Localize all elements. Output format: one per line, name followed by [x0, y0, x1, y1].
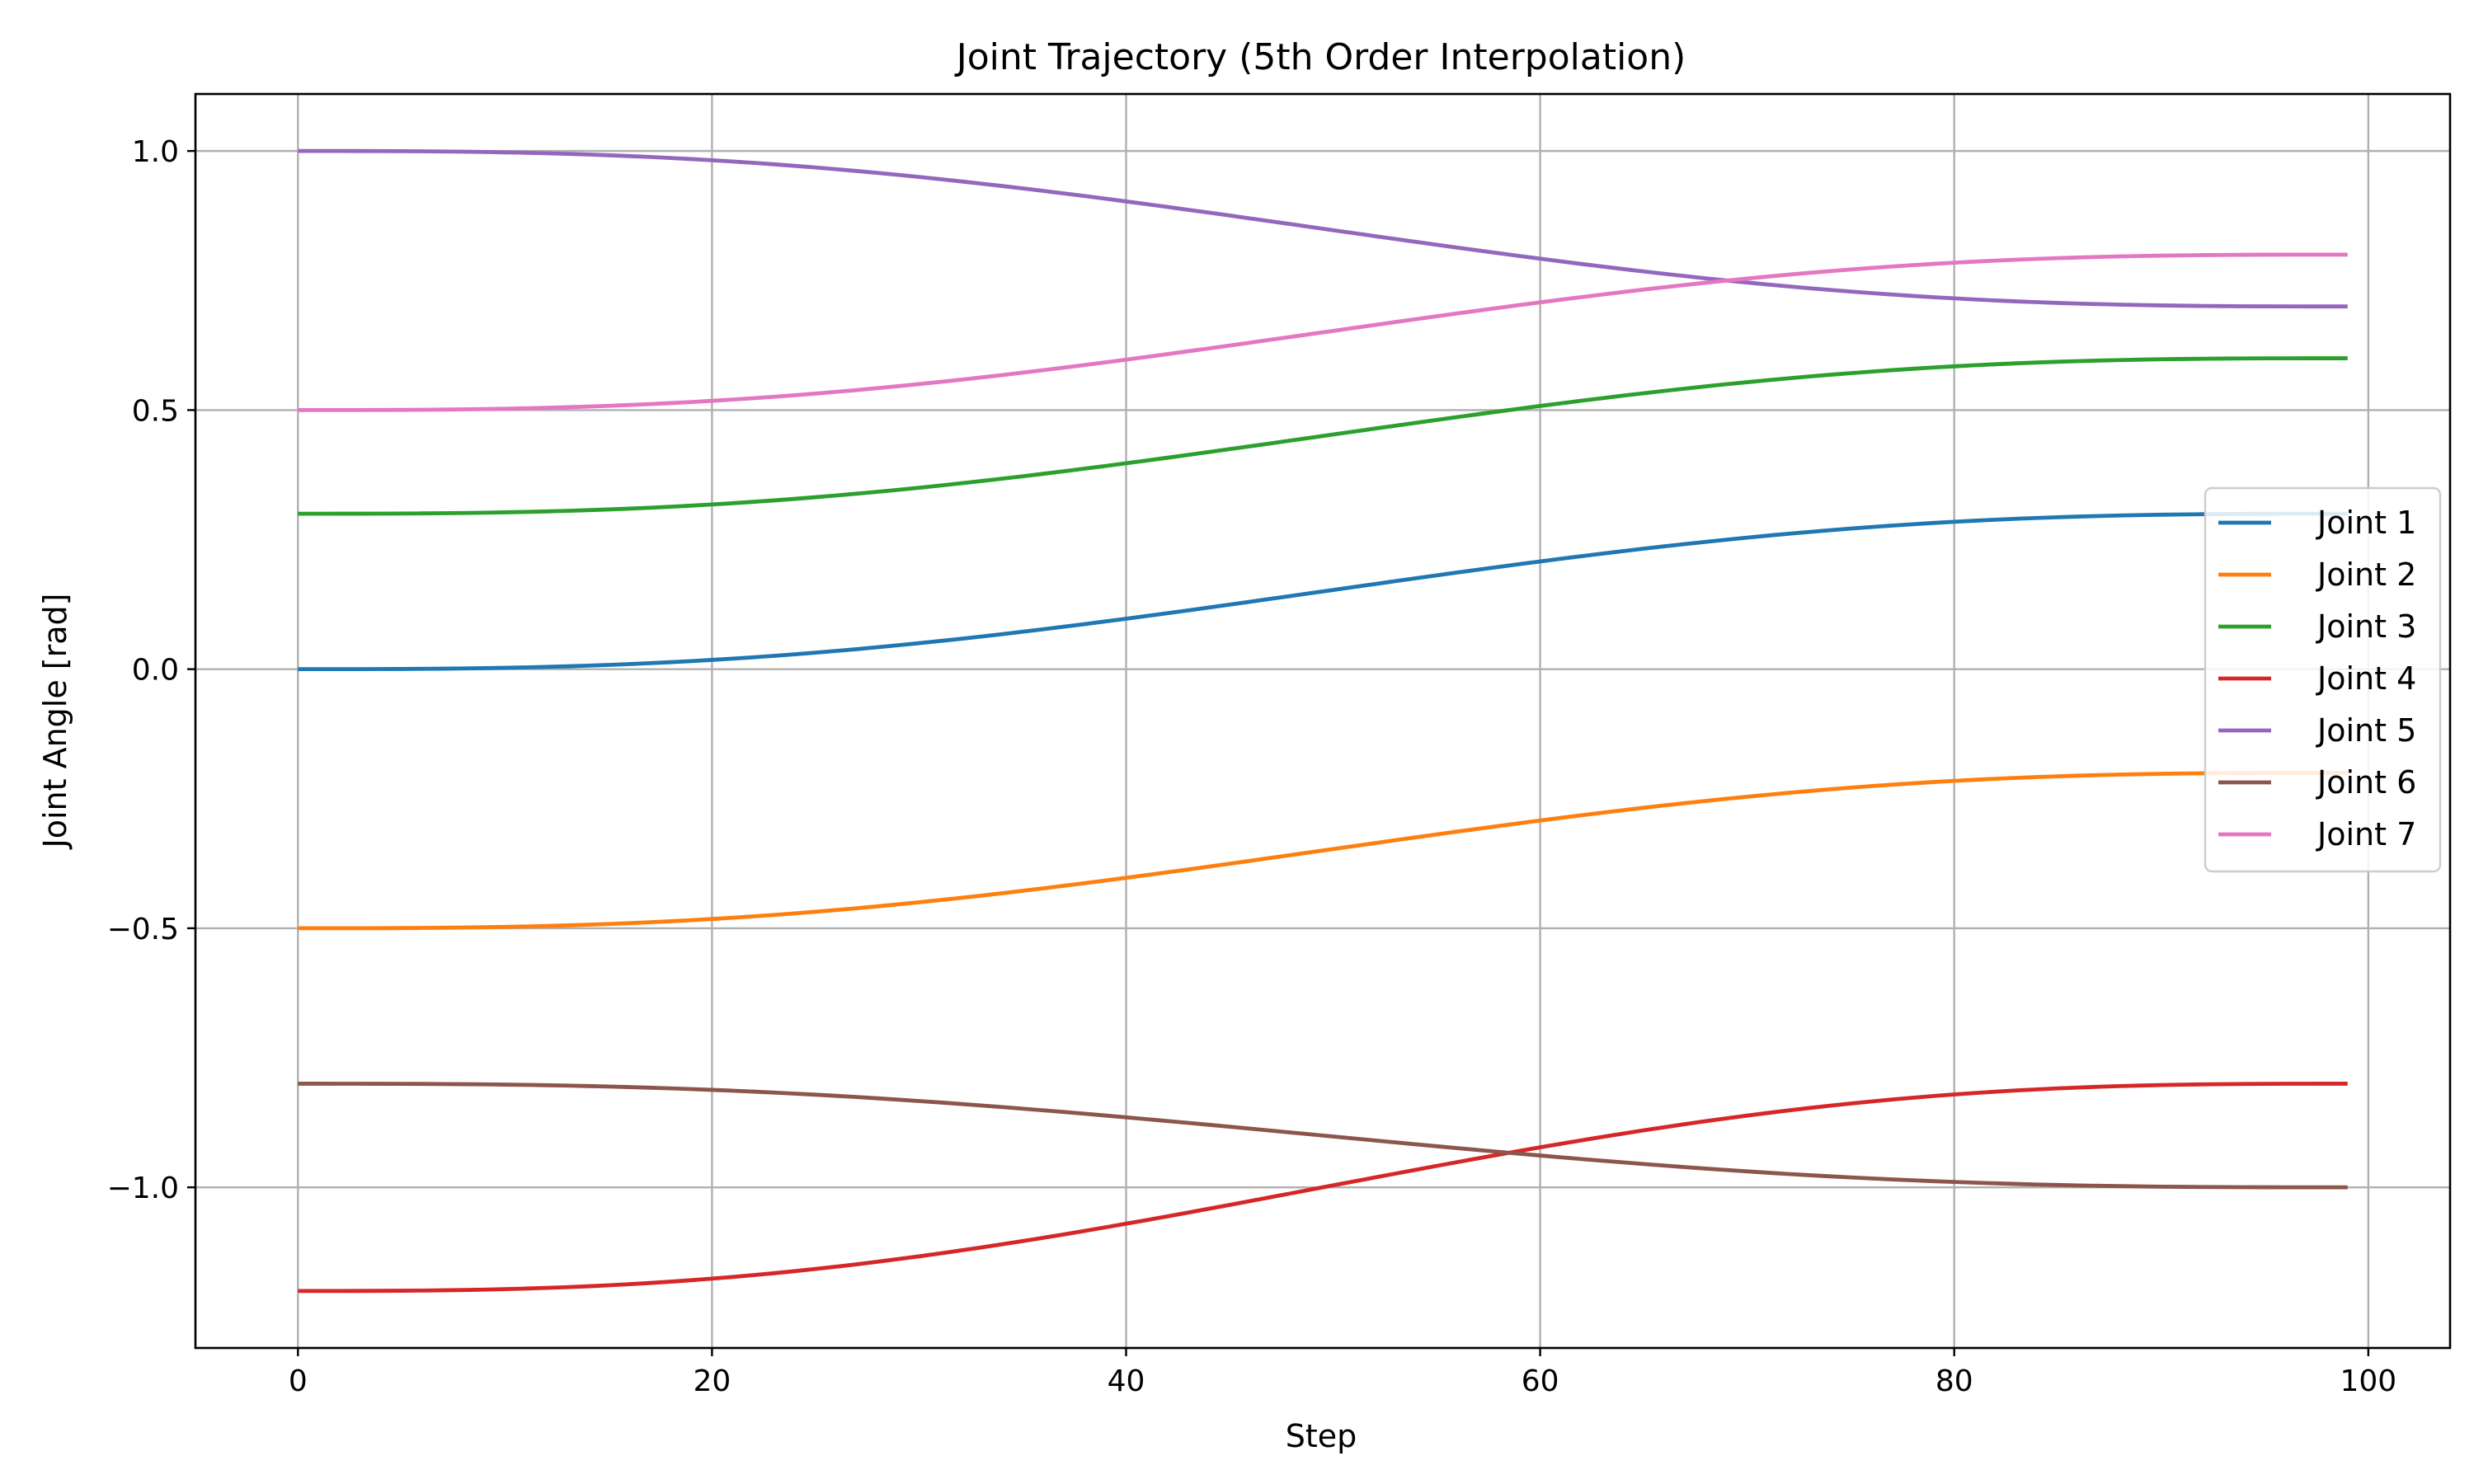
legend-label: Joint 5 — [2316, 712, 2416, 749]
series-line-joint-3 — [298, 356, 2348, 516]
y-tick-label: 1.0 — [132, 135, 179, 169]
axis-ticks: 0 20 40 60 80 100 −1.0 −0.5 0.0 0.5 1.0 — [107, 135, 2397, 1398]
plot-frame — [194, 92, 2452, 1350]
chart-title: Joint Trajectory (5th Order Interpolatio… — [954, 36, 1686, 78]
y-tick-label: 0.0 — [132, 654, 179, 688]
series-line-joint-2 — [298, 770, 2348, 931]
series-line-joint-7 — [298, 252, 2348, 412]
x-tick-label: 20 — [693, 1364, 731, 1398]
y-tick-label: −0.5 — [107, 913, 179, 946]
legend-label: Joint 2 — [2316, 556, 2416, 593]
series-line-joint-1 — [298, 511, 2348, 672]
legend-label: Joint 6 — [2316, 764, 2416, 801]
x-tick-label: 0 — [289, 1364, 308, 1398]
series-line-joint-4 — [298, 1082, 2348, 1294]
x-tick-label: 60 — [1522, 1364, 1559, 1398]
legend-box — [2204, 486, 2442, 873]
legend-label: Joint 4 — [2316, 660, 2416, 697]
y-axis-label: Joint Angle [rad] — [37, 594, 73, 850]
x-tick-label: 40 — [1108, 1364, 1145, 1398]
series-line-joint-5 — [298, 148, 2348, 309]
x-axis-label: Step — [1286, 1418, 1357, 1454]
series-line-joint-6 — [298, 1082, 2348, 1190]
x-tick-label: 80 — [1935, 1364, 1973, 1398]
series-lines — [298, 148, 2348, 1294]
y-tick-label: −1.0 — [107, 1172, 179, 1205]
x-tick-label: 100 — [2340, 1364, 2396, 1398]
legend: Joint 1 Joint 2 Joint 3 Joint 4 Joint 5 Joint… — [2204, 486, 2442, 873]
legend-label: Joint 7 — [2316, 816, 2416, 852]
legend-label: Joint 3 — [2316, 608, 2416, 645]
y-tick-label: 0.5 — [132, 394, 179, 428]
legend-label: Joint 1 — [2316, 505, 2416, 541]
